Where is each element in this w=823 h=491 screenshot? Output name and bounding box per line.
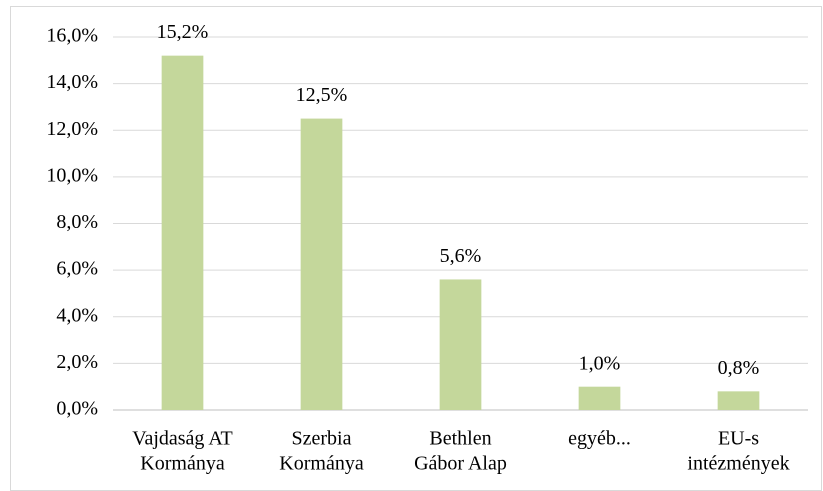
- bar: [717, 391, 760, 410]
- x-tick-label: EU-s: [718, 428, 759, 450]
- x-tick-label: Bethlen: [429, 428, 491, 450]
- y-tick-label: 12,0%: [46, 118, 98, 140]
- y-tick-label: 14,0%: [46, 71, 98, 93]
- bar: [161, 55, 204, 411]
- y-tick-label: 4,0%: [56, 304, 98, 326]
- value-label: 0,8%: [718, 357, 760, 379]
- x-tick-label: Vajdaság AT: [132, 428, 233, 450]
- value-label: 15,2%: [157, 21, 209, 43]
- bar: [439, 279, 482, 410]
- value-label: 1,0%: [579, 352, 621, 374]
- bar: [300, 118, 343, 410]
- y-tick-label: 6,0%: [56, 258, 98, 280]
- x-tick-label: egyéb...: [568, 428, 631, 450]
- x-tick-label: Szerbia: [292, 428, 352, 450]
- x-tick-label: Gábor Alap: [414, 453, 507, 475]
- chart-border: [10, 6, 822, 491]
- y-tick-label: 2,0%: [56, 351, 98, 373]
- x-tick-label: Kormánya: [140, 453, 225, 475]
- y-tick-label: 8,0%: [56, 211, 98, 233]
- y-tick-label: 16,0%: [46, 25, 98, 47]
- y-tick-label: 10,0%: [46, 164, 98, 186]
- bar: [578, 386, 621, 410]
- value-label: 12,5%: [296, 84, 348, 106]
- y-tick-label: 0,0%: [56, 398, 98, 420]
- x-tick-label: Kormánya: [279, 453, 364, 475]
- value-label: 5,6%: [440, 245, 482, 267]
- x-tick-label: intézmények: [687, 453, 789, 475]
